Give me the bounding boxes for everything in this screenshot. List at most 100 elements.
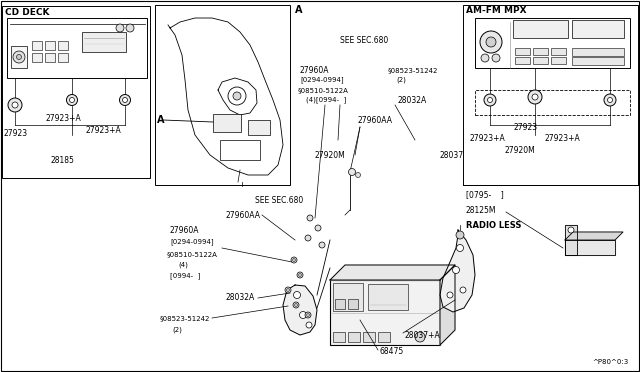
Circle shape [305, 312, 311, 318]
Bar [248, 120, 270, 135]
Text: AM-FM MPX: AM-FM MPX [466, 6, 527, 15]
Circle shape [285, 287, 291, 293]
Circle shape [604, 94, 616, 106]
Text: 27923+A: 27923+A [470, 134, 506, 142]
Bar [348, 299, 358, 309]
Bar [368, 284, 408, 310]
Text: 27920M: 27920M [315, 151, 346, 160]
Bar [333, 332, 345, 342]
Bar [572, 57, 624, 65]
Circle shape [233, 92, 241, 100]
Circle shape [355, 173, 360, 177]
Bar [515, 57, 530, 64]
Bar [348, 332, 360, 342]
Text: 27960AA: 27960AA [358, 115, 393, 125]
Circle shape [13, 51, 25, 63]
Circle shape [488, 97, 493, 103]
Circle shape [607, 97, 612, 103]
Circle shape [294, 292, 301, 298]
Circle shape [528, 90, 542, 104]
Text: §08510-5122A: §08510-5122A [298, 87, 349, 93]
Circle shape [456, 231, 464, 239]
Bar [220, 140, 260, 160]
Text: §08510-5122A: §08510-5122A [167, 251, 218, 257]
Bar [155, 5, 290, 185]
Text: SEE SEC.680: SEE SEC.680 [340, 35, 388, 45]
Text: 28032A: 28032A [225, 294, 254, 302]
Bar [572, 20, 624, 38]
Text: 27923: 27923 [3, 128, 27, 138]
Circle shape [116, 24, 124, 32]
Circle shape [307, 215, 313, 221]
Bar [32, 53, 42, 62]
Text: (4): (4) [178, 262, 188, 268]
Text: 27923+A: 27923+A [45, 113, 81, 122]
Text: 27923+A: 27923+A [85, 125, 121, 135]
Bar [45, 53, 55, 62]
Text: [0994-  ]: [0994- ] [170, 273, 200, 279]
Polygon shape [440, 265, 455, 345]
Text: 28037: 28037 [440, 151, 464, 160]
Polygon shape [565, 240, 615, 255]
Bar [333, 283, 363, 311]
Text: §08523-51242: §08523-51242 [388, 67, 438, 73]
Circle shape [480, 31, 502, 53]
Circle shape [307, 314, 310, 317]
Circle shape [70, 97, 74, 103]
Circle shape [306, 322, 312, 328]
Text: (2): (2) [396, 77, 406, 83]
Circle shape [481, 54, 489, 62]
Circle shape [349, 169, 355, 176]
Circle shape [12, 102, 18, 108]
Polygon shape [565, 225, 577, 255]
Bar [363, 332, 375, 342]
Text: 27960A: 27960A [300, 65, 330, 74]
Text: [0795-    ]: [0795- ] [466, 190, 504, 199]
Circle shape [8, 98, 22, 112]
Text: ^P80^0:3: ^P80^0:3 [592, 359, 628, 365]
Bar [475, 90, 630, 115]
Text: A: A [157, 115, 164, 125]
Circle shape [486, 37, 496, 47]
Circle shape [294, 304, 298, 307]
Text: 27923+A: 27923+A [545, 134, 580, 142]
Text: 27960AA: 27960AA [225, 211, 260, 219]
Bar [335, 299, 345, 309]
Bar [515, 48, 530, 55]
Text: 68475: 68475 [380, 347, 404, 356]
Circle shape [126, 24, 134, 32]
Circle shape [287, 289, 289, 292]
Text: 28125M: 28125M [466, 205, 497, 215]
Bar [45, 41, 55, 50]
Circle shape [67, 94, 77, 106]
Bar [58, 41, 68, 50]
Bar [378, 332, 390, 342]
Text: (2): (2) [172, 327, 182, 333]
Polygon shape [440, 230, 475, 312]
Text: 28185: 28185 [50, 155, 74, 164]
Polygon shape [330, 265, 455, 280]
Bar [475, 18, 630, 68]
Circle shape [300, 311, 307, 318]
Text: [0294-0994]: [0294-0994] [170, 238, 214, 246]
Circle shape [122, 97, 127, 103]
Text: 27960A: 27960A [170, 225, 200, 234]
Circle shape [298, 273, 301, 276]
Circle shape [293, 302, 299, 308]
Bar [463, 5, 638, 185]
Circle shape [452, 266, 460, 273]
Bar [551, 57, 566, 64]
Circle shape [492, 54, 500, 62]
Bar [533, 57, 548, 64]
Text: A: A [295, 5, 303, 15]
Circle shape [447, 292, 453, 298]
Text: 28037+A: 28037+A [405, 330, 441, 340]
Circle shape [568, 227, 574, 233]
Circle shape [291, 257, 297, 263]
Text: §08523-51242: §08523-51242 [160, 315, 211, 321]
Bar [32, 41, 42, 50]
Bar [82, 32, 126, 52]
Circle shape [484, 94, 496, 106]
Circle shape [315, 225, 321, 231]
Bar [533, 48, 548, 55]
